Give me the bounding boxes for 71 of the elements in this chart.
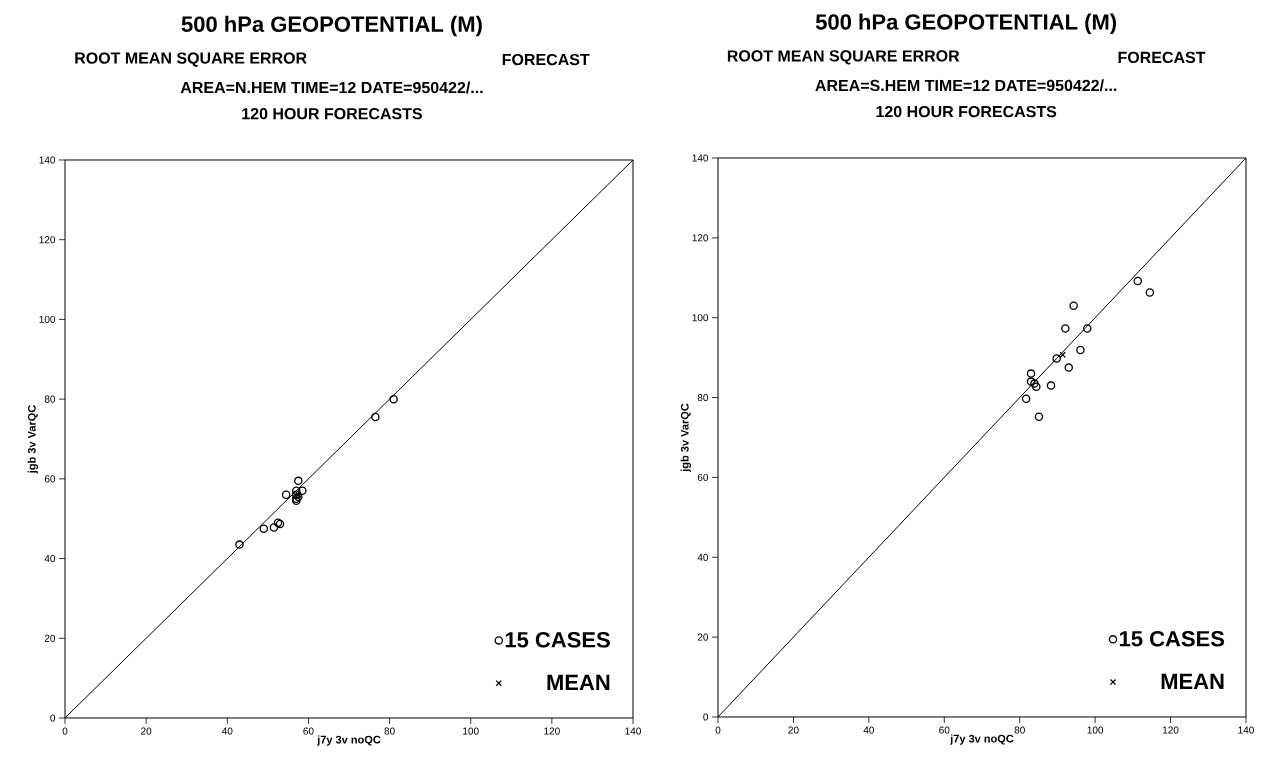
x-tick-label: 100	[1087, 726, 1104, 734]
x-tick-label: 60	[939, 726, 950, 734]
x-axis-title: j7y 3v noQC	[950, 734, 1014, 745]
legend-label: MEAN	[1161, 673, 1224, 689]
text: FORECAST	[502, 53, 590, 66]
y-tick-label: 80	[697, 394, 709, 402]
point	[1069, 301, 1078, 310]
point	[1026, 377, 1036, 386]
y-axis-title: jgb 3v VarQC	[680, 403, 691, 472]
x-tick-label: 20	[141, 727, 152, 735]
point	[269, 523, 279, 532]
point	[1026, 369, 1036, 378]
y-tick-label: 100	[692, 314, 709, 322]
point	[1032, 382, 1041, 392]
point	[1082, 324, 1092, 333]
x-tick-label: 60	[303, 727, 314, 735]
y-tick-label: 0	[703, 713, 709, 721]
x-axis-title: j7y 3v noQC	[317, 735, 381, 746]
chart-subtitle: ROOT MEAN SQUARE ERROR	[727, 50, 960, 65]
point	[1046, 381, 1056, 390]
y-tick-label: 120	[39, 236, 56, 244]
y-tick-label: 100	[39, 315, 56, 323]
y-tick-label: 20	[44, 634, 56, 642]
chart-subtitle: ROOT MEAN SQUARE ERROR	[75, 52, 307, 67]
point	[371, 412, 380, 422]
point	[1064, 363, 1073, 372]
point	[1133, 276, 1143, 286]
x-tick-label: 40	[221, 727, 233, 735]
point	[1145, 288, 1155, 297]
x-tick-label: 100	[463, 727, 479, 735]
x-tick-label: 140	[1238, 726, 1254, 734]
x-tick-label: 0	[715, 726, 721, 734]
point	[294, 476, 303, 486]
y-tick-label: 120	[692, 234, 709, 242]
point	[389, 394, 398, 404]
point	[281, 490, 291, 500]
y-tick-label: 60	[697, 473, 709, 481]
y-tick-label: 60	[44, 475, 56, 483]
x-tick-label: 140	[625, 727, 641, 735]
point	[1030, 379, 1039, 388]
x-tick-label: 120	[544, 727, 560, 735]
text: AREA=S.HEM TIME=12 DATE=950422/...	[815, 79, 1117, 92]
y-tick-label: 40	[697, 553, 709, 561]
point	[259, 524, 269, 533]
x-tick-label: 120	[1163, 726, 1179, 734]
x-tick-label: 40	[863, 726, 875, 734]
point	[1021, 394, 1031, 404]
y-tick-label: 140	[692, 154, 709, 162]
y-tick-label: 80	[44, 395, 56, 403]
x-tick-label: 20	[788, 726, 799, 734]
text: FORECAST	[1118, 51, 1206, 64]
x-tick-label: 0	[62, 727, 68, 735]
chart-title: 500 hPa GEOPOTENTIAL (M)	[181, 15, 482, 37]
y-tick-label: 40	[44, 555, 56, 563]
point	[1076, 345, 1085, 355]
y-tick-label: 20	[697, 633, 709, 641]
point	[1061, 324, 1070, 333]
text: 120 HOUR FORECASTS	[242, 108, 422, 120]
legend-label: 15 CASES	[505, 631, 610, 648]
y-tick-label: 140	[39, 156, 56, 164]
legend-label: MEAN	[547, 674, 610, 690]
x-tick-label: 80	[384, 727, 395, 735]
text: 120 HOUR FORECASTS	[876, 105, 1057, 118]
x-tick-label: 80	[1014, 726, 1025, 734]
text: AREA=N.HEM TIME=12 DATE=950422/...	[180, 81, 483, 94]
legend-label: 15 CASES	[1119, 630, 1225, 647]
point	[235, 540, 244, 549]
point	[1034, 412, 1044, 421]
chart-title: 500 hPa GEOPOTENTIAL (M)	[815, 13, 1117, 35]
y-tick-label: 0	[50, 714, 56, 722]
y-axis-title: jgb 3v VarQC	[27, 405, 38, 474]
